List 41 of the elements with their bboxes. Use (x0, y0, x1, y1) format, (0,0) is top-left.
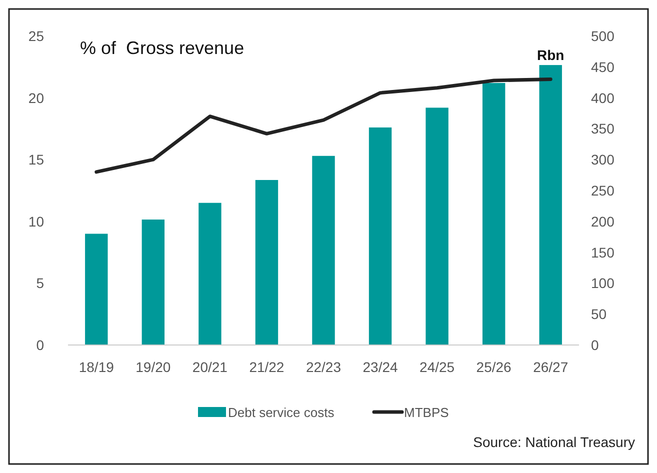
x-tick-label: 25/26 (476, 359, 512, 375)
x-tick-label: 26/27 (533, 359, 568, 375)
legend-label: Debt service costs (228, 405, 335, 420)
y2-tick-label: 500 (591, 28, 615, 44)
y-tick-label: 20 (28, 90, 44, 106)
x-tick-label: 21/22 (249, 359, 284, 375)
bar (198, 202, 222, 345)
legend-label: MTBPS (404, 405, 450, 420)
x-tick-label: 24/25 (420, 359, 455, 375)
y2-tick-label: 450 (591, 58, 615, 75)
bar (482, 82, 506, 345)
y-tick-label: 5 (36, 275, 44, 292)
bar (312, 156, 335, 345)
y2-tick-label: 0 (591, 337, 599, 353)
y2-tick-label: 150 (591, 244, 615, 260)
y2-tick-label: 350 (591, 120, 615, 137)
y2-tick-label: 300 (591, 152, 615, 168)
line-series (94, 78, 552, 174)
y2-tick-label: 200 (591, 213, 615, 230)
y-tick-label: 10 (28, 213, 44, 230)
y-axis-title: % of Gross revenue (80, 38, 244, 58)
bar (142, 220, 165, 345)
y2-tick-label: 250 (591, 182, 615, 198)
source-note: Source: National Treasury (473, 434, 635, 450)
y2-tick-label: 400 (591, 90, 615, 106)
x-tick-label: 22/23 (306, 359, 342, 375)
x-tick-label: 19/20 (136, 359, 171, 375)
bar (539, 65, 562, 345)
x-tick-label: 18/19 (78, 359, 114, 375)
x-tick-label: 23/24 (362, 359, 398, 375)
bar (426, 108, 448, 345)
y2-axis-title: Rbn (537, 47, 564, 63)
x-tick-label: 20/21 (192, 359, 228, 375)
y-tick-label: 25 (28, 28, 44, 44)
y2-tick-label: 100 (591, 275, 615, 292)
y2-tick-label: 50 (591, 306, 607, 322)
y-tick-label: 15 (28, 152, 44, 168)
bar (255, 180, 278, 345)
bar (85, 234, 108, 345)
bar (368, 127, 392, 345)
y-tick-label: 0 (36, 337, 44, 353)
